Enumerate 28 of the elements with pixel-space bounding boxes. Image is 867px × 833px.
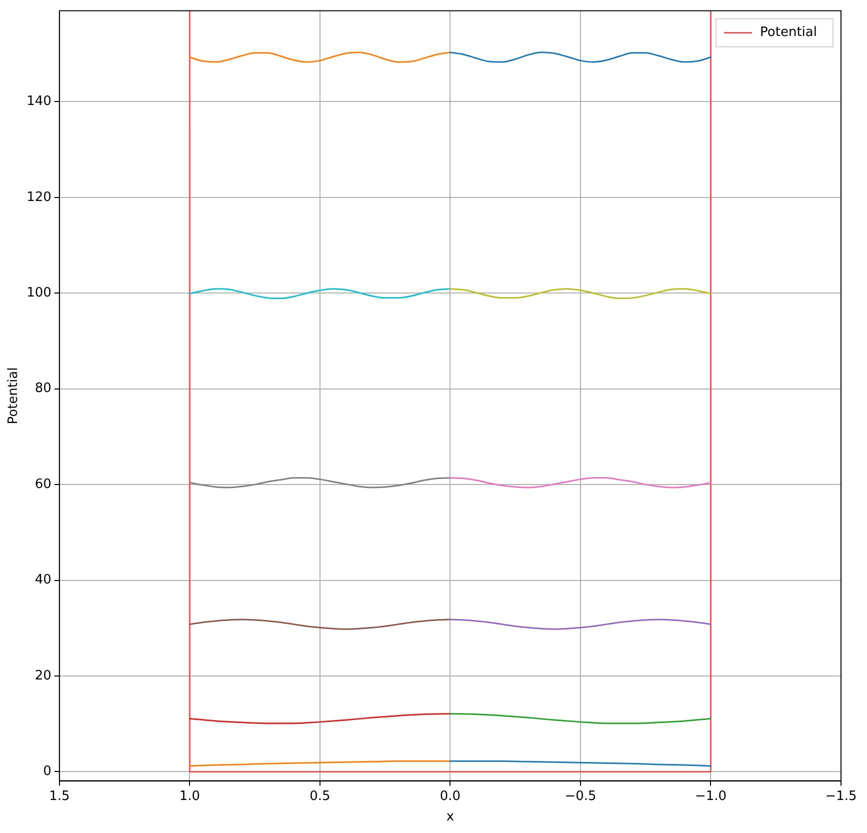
line-series [449,618,712,630]
line-series [449,713,712,724]
x-tick-label: 0.5 [310,788,330,804]
x-tick-label: −1.0 [694,788,727,804]
y-tick-label: 40 [34,572,52,588]
line-series [449,477,712,488]
line-series [188,618,451,630]
x-tick-label: 1.0 [179,788,200,804]
y-tick-label: 80 [34,381,52,396]
y-axis-title: Potential [6,367,22,424]
line-series [188,52,451,63]
y-tick-label: 140 [26,94,52,110]
x-tick-label: −0.5 [564,788,596,804]
x-tick-label: 0.0 [440,788,461,804]
x-tick-label: 1.5 [49,788,70,804]
line-series [188,713,451,724]
x-axis-title: x [446,810,454,825]
line-series [188,477,451,488]
line-series [188,288,451,300]
y-tick-label: 0 [43,764,52,780]
x-tick-label: −1.5 [825,788,857,804]
y-tick-label: 20 [34,668,52,684]
y-tick-label: 60 [34,476,52,492]
y-tick-label: 100 [26,286,52,301]
line-series [449,288,712,300]
legend-label: Potential [760,25,817,40]
y-tick-label: 120 [26,190,52,205]
line-series [449,52,712,63]
